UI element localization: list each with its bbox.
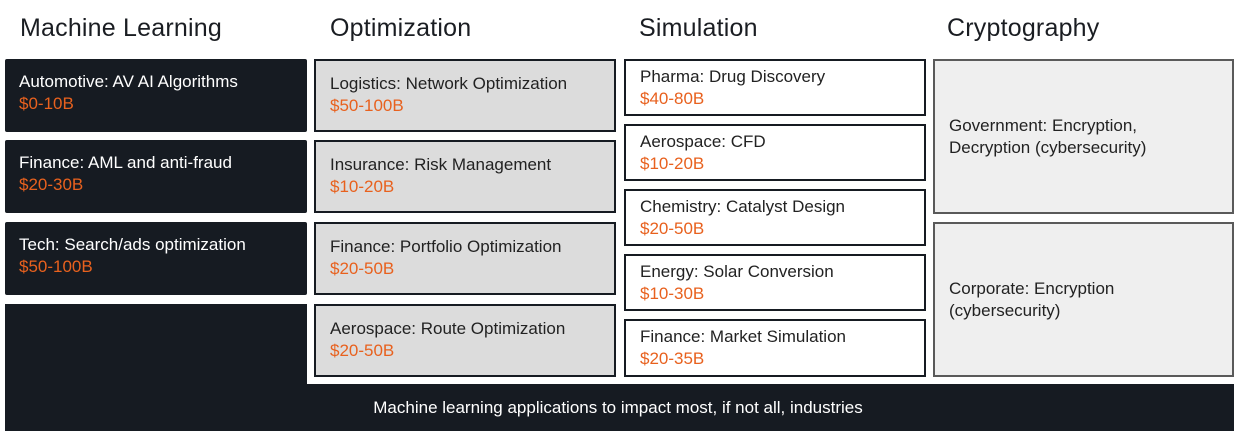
card-value: $20-35B [640, 349, 705, 368]
card-label: Automotive: AV AI Algorithms [19, 72, 238, 91]
column-title-cryptography: Cryptography [947, 14, 1100, 42]
card-label: Government: Encryption, Decryption (cybe… [949, 115, 1147, 157]
card-label: Finance: Portfolio Optimization [330, 237, 562, 256]
card-label: Insurance: Risk Management [330, 155, 552, 174]
optimization-card: Logistics: Network Optimization $50-100B [314, 59, 616, 132]
column-title-simulation: Simulation [639, 14, 758, 42]
card-label: Aerospace: CFD [640, 132, 766, 151]
card-value: $20-50B [330, 259, 395, 278]
card-label: Tech: Search/ads optimization [19, 235, 246, 254]
card-value: $50-100B [330, 96, 404, 115]
optimization-card: Aerospace: Route Optimization $20-50B [314, 304, 616, 377]
card-label: Corporate: Encryption (cybersecurity) [949, 278, 1115, 320]
card-value: $10-20B [640, 154, 705, 173]
simulation-card: Energy: Solar Conversion $10-30B [624, 254, 926, 311]
simulation-card: Chemistry: Catalyst Design $20-50B [624, 189, 926, 246]
ml-card: Finance: AML and anti-fraud $20-30B [5, 140, 307, 213]
card-label: Energy: Solar Conversion [640, 262, 834, 281]
footer-caption: Machine learning applications to impact … [373, 398, 863, 417]
simulation-card: Finance: Market Simulation $20-35B [624, 319, 926, 377]
simulation-card: Pharma: Drug Discovery $40-80B [624, 59, 926, 116]
card-value: $50-100B [19, 257, 93, 276]
card-label: Logistics: Network Optimization [330, 74, 568, 93]
optimization-card: Insurance: Risk Management $10-20B [314, 140, 616, 213]
card-value: $20-50B [330, 341, 395, 360]
card-value: $10-20B [330, 177, 395, 196]
card-label: Finance: Market Simulation [640, 327, 846, 346]
ml-card: Tech: Search/ads optimization $50-100B [5, 222, 307, 295]
card-label: Pharma: Drug Discovery [640, 67, 826, 86]
card-label: Aerospace: Route Optimization [330, 319, 566, 338]
card-value: $0-10B [19, 94, 74, 113]
card-label: Finance: AML and anti-fraud [19, 153, 232, 172]
card-value: $40-80B [640, 89, 705, 108]
card-value: $10-30B [640, 284, 705, 303]
simulation-card: Aerospace: CFD $10-20B [624, 124, 926, 181]
card-label: Chemistry: Catalyst Design [640, 197, 846, 216]
column-title-optimization: Optimization [330, 14, 472, 42]
ml-card: Automotive: AV AI Algorithms $0-10B [5, 59, 307, 132]
card-value: $20-30B [19, 175, 84, 194]
ml-base-block [5, 304, 307, 394]
footer-band [5, 384, 1234, 431]
optimization-card: Finance: Portfolio Optimization $20-50B [314, 222, 616, 295]
cryptography-card: Government: Encryption, Decryption (cybe… [933, 59, 1234, 214]
column-title-machine-learning: Machine Learning [20, 14, 222, 42]
cryptography-card: Corporate: Encryption (cybersecurity) [933, 222, 1234, 377]
card-value: $20-50B [640, 219, 705, 238]
